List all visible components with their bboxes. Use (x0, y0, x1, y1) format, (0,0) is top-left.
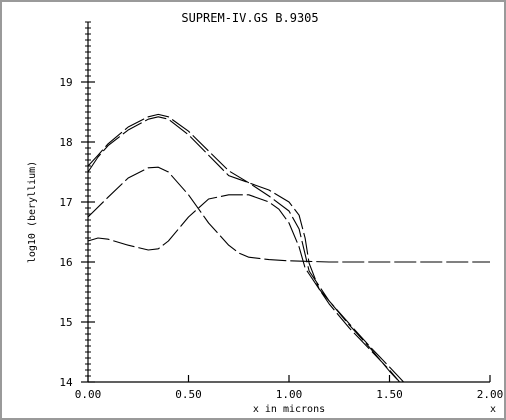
profile-series-4 (87, 194, 401, 383)
y-tick-label: 18 (59, 136, 72, 149)
x-tick-label: 1.00 (276, 388, 303, 401)
x-ticks (87, 375, 491, 382)
y-tick-label: 16 (59, 256, 72, 269)
y-tick-label: 19 (59, 76, 72, 89)
y-tick-label: 15 (59, 316, 72, 329)
x-tick-label: 2.00 (477, 388, 504, 401)
x-tick-label: 0.00 (75, 388, 102, 401)
y-axis-label: log10 (beryllium) (27, 161, 38, 263)
y-tick-labels: 14 15 16 17 18 19 (59, 76, 73, 389)
x-tick-labels: 0.00 0.50 1.00 1.50 2.00 (75, 388, 504, 401)
y-major-ticks (81, 81, 95, 383)
corner-mark: x (490, 404, 496, 415)
x-tick-label: 0.50 (175, 388, 202, 401)
series-layer (87, 113, 490, 383)
profile-series-2 (87, 116, 401, 383)
profile-series-3 (87, 166, 490, 263)
x-tick-label: 1.50 (376, 388, 403, 401)
profile-series-1 (87, 113, 405, 383)
y-tick-label: 17 (59, 196, 72, 209)
y-tick-label: 14 (59, 376, 73, 389)
chart-title: SUPREM-IV.GS B.9305 (181, 11, 318, 25)
x-axis-label: x in microns (253, 404, 325, 415)
